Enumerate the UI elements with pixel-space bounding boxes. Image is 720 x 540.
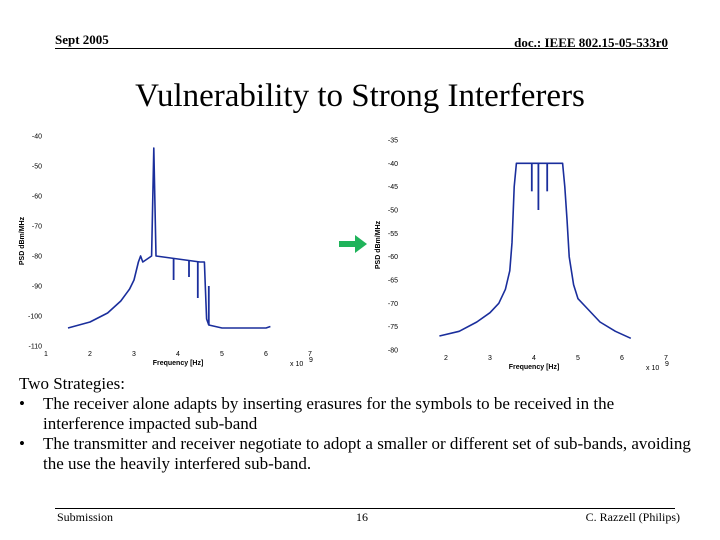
y-tick-label: -110 [29, 344, 43, 351]
strategies-heading: Two Strategies: [19, 374, 125, 393]
x-tick-label: 5 [220, 351, 224, 358]
y-tick-label: -45 [388, 184, 398, 191]
y-axis-label: PSD dBm/MHz [19, 216, 26, 265]
x-tick-label: 7 [308, 351, 312, 358]
x-tick-label: 4 [532, 355, 536, 362]
y-tick-label: -35 [388, 138, 398, 145]
header-rule [55, 48, 668, 49]
body-text: Two Strategies: • The receiver alone ada… [19, 374, 699, 474]
right-psd-chart: -35 -40 -45 -50 -55 -60 -65 -70 -75 -80 2 3 4 5 6 7 Freq… [370, 128, 675, 378]
x-tick-label: 7 [664, 355, 668, 362]
green-right-arrow-icon [337, 232, 369, 261]
psd-trace [439, 162, 632, 340]
y-tick-label: -80 [388, 348, 398, 355]
x-tick-label: 2 [88, 351, 92, 358]
x-multiplier-exponent: 9 [309, 357, 313, 364]
footer-rule [55, 508, 675, 509]
bullet-item: • The receiver alone adapts by inserting… [19, 394, 699, 434]
y-tick-label: -65 [388, 278, 398, 285]
x-tick-label: 6 [264, 351, 268, 358]
y-axis-label: PSD dBm/MHz [375, 220, 382, 269]
y-tick-label: -55 [388, 231, 398, 238]
header-doc-id: doc.: IEEE 802.15-05-533r0 [514, 35, 668, 50]
x-axis-label: Frequency [Hz] [153, 360, 204, 367]
x-tick-label: 4 [176, 351, 180, 358]
y-tick-label: -50 [32, 164, 42, 171]
left-psd-chart: -40 -50 -60 -70 -80 -90 -100 -110 1 2 3 4 5 6 7 Frequen… [14, 128, 319, 373]
x-tick-label: 2 [444, 355, 448, 362]
x-tick-label: 1 [44, 351, 48, 358]
bullet-item: • The transmitter and receiver negotiate… [19, 434, 699, 474]
x-tick-label: 3 [132, 351, 136, 358]
y-tick-label: -40 [32, 134, 42, 141]
x-multiplier-label: x 10 [290, 361, 303, 368]
y-tick-label: -70 [32, 224, 42, 231]
psd-trace [67, 147, 271, 329]
right-psd-chart-svg: -35 -40 -45 -50 -55 -60 -65 -70 -75 -80 2 3 4 5 6 7 Freq… [375, 138, 669, 373]
bullet-glyph: • [19, 394, 25, 413]
bullet-text: The transmitter and receiver negotiate t… [43, 434, 691, 473]
header-date: Sept 2005 [55, 32, 109, 47]
x-tick-label: 6 [620, 355, 624, 362]
x-multiplier-label: x 10 [646, 365, 659, 372]
x-axis-label: Frequency [Hz] [509, 364, 560, 371]
y-tick-label: -50 [388, 208, 398, 215]
footer-submission: Submission [57, 510, 114, 524]
footer-page-number: 16 [356, 510, 368, 524]
y-tick-label: -90 [32, 284, 42, 291]
bullet-glyph: • [19, 434, 25, 453]
y-tick-label: -100 [28, 314, 42, 321]
y-tick-label: -75 [388, 324, 398, 331]
y-tick-label: -80 [32, 254, 42, 261]
x-tick-label: 5 [576, 355, 580, 362]
y-tick-label: -60 [32, 194, 42, 201]
y-tick-label: -70 [388, 301, 398, 308]
x-multiplier-exponent: 9 [665, 361, 669, 368]
footer-author: C. Razzell (Philips) [585, 510, 680, 524]
slide-title: Vulnerability to Strong Interferers [135, 78, 585, 114]
bullet-text: The receiver alone adapts by inserting e… [43, 394, 615, 433]
y-tick-label: -40 [388, 161, 398, 168]
x-tick-label: 3 [488, 355, 492, 362]
y-tick-label: -60 [388, 254, 398, 261]
